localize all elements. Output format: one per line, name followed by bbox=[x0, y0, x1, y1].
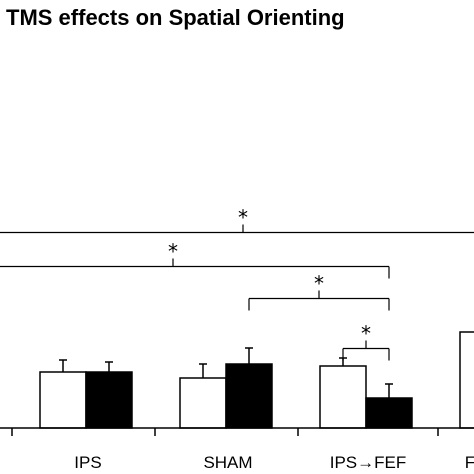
significance-bracket: * bbox=[0, 240, 390, 279]
bar-ips-black bbox=[85, 371, 133, 429]
x-tick-label: F bbox=[465, 453, 474, 472]
significance-bracket: * bbox=[248, 272, 390, 311]
significance-bracket: * bbox=[0, 206, 474, 234]
significance-star: * bbox=[238, 206, 248, 230]
chart-title: TMS effects on Spatial Orienting bbox=[6, 5, 345, 30]
significance-star: * bbox=[361, 322, 371, 346]
bar-f-white bbox=[459, 331, 474, 429]
significance-star: * bbox=[168, 240, 178, 264]
significance-bracket: * bbox=[342, 322, 390, 361]
x-tick-label: IPS bbox=[74, 453, 101, 472]
bars-layer bbox=[39, 331, 474, 429]
bar-ipsfef-white bbox=[319, 365, 367, 429]
brackets-layer: * * * * bbox=[0, 206, 474, 361]
significance-star: * bbox=[314, 272, 324, 296]
bar-ips-white bbox=[39, 371, 87, 429]
x-tick-label: SHAM bbox=[203, 453, 252, 472]
x-tick-label: IPS→FEF bbox=[330, 453, 407, 472]
bar-ipsfef-black bbox=[365, 397, 413, 429]
x-axis: IPS SHAM IPS→FEF F bbox=[0, 427, 474, 472]
bar-sham-black bbox=[225, 363, 273, 429]
bar-sham-white bbox=[179, 377, 227, 429]
